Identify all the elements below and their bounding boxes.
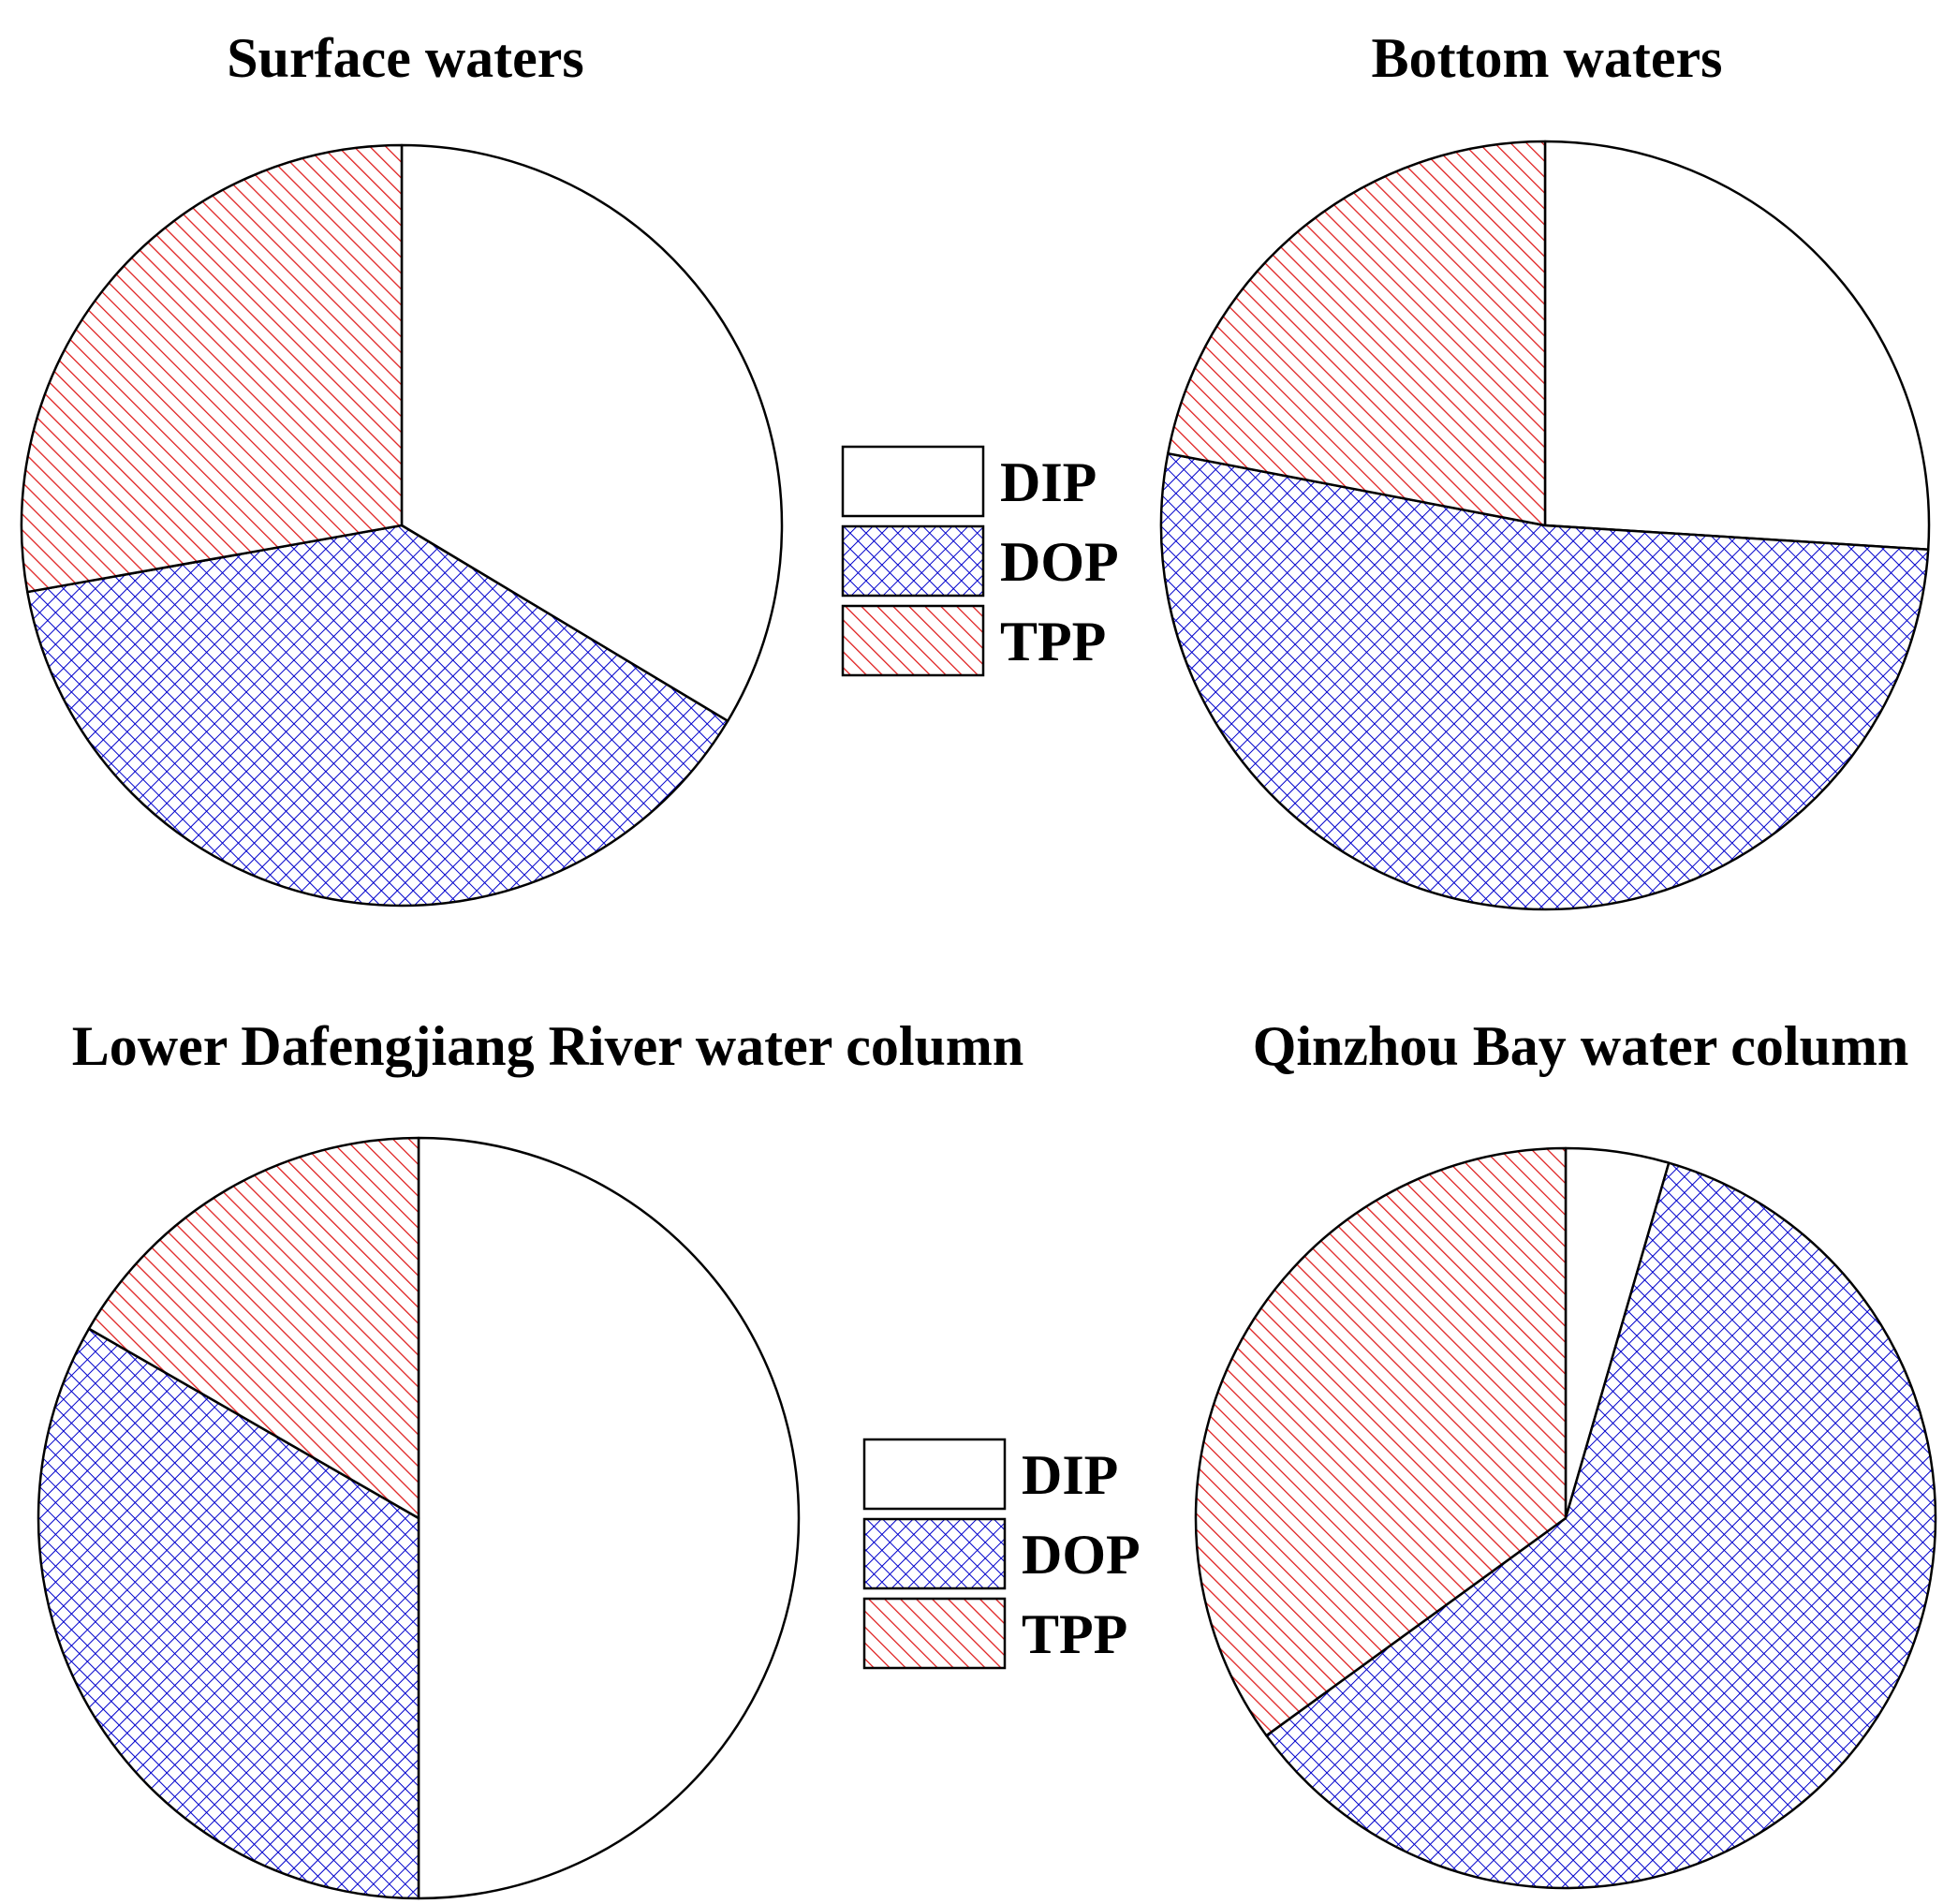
pie-slice-dop (1265, 1161, 1937, 1890)
legend-swatch-tpp (841, 604, 985, 677)
pie-lower-dafengjiang (37, 1136, 801, 1900)
pie-slice-dip (417, 1136, 801, 1900)
legend-label-dop: DOP (1000, 531, 1119, 593)
legend-swatch-tpp (862, 1597, 1007, 1670)
legend-label-dip: DIP (1022, 1444, 1118, 1506)
pie-title-qinzhou-bay: Qinzhou Bay water column (1253, 1015, 1909, 1077)
pie-title-lower-dafengjiang: Lower Dafengjiang River water column (72, 1015, 1024, 1077)
pie-bottom-waters (1159, 140, 1931, 911)
pie-slice-dop (37, 1327, 420, 1900)
pie-title-surface-waters: Surface waters (227, 27, 584, 89)
legend-swatch-dop (841, 524, 985, 598)
legend-swatch-dip (862, 1438, 1007, 1511)
pie-slice-tpp (1167, 140, 1547, 527)
pie-surface-waters (20, 143, 784, 908)
pie-slice-dip (1543, 140, 1931, 551)
pie-slice-dop (26, 524, 729, 908)
legend-label-dop: DOP (1022, 1524, 1141, 1586)
legend-bottom: DIP DOP TPP (862, 1438, 1141, 1670)
legend-top: DIP DOP TPP (841, 445, 1119, 677)
legend-swatch-dop (862, 1517, 1007, 1590)
legend-label-dip: DIP (1000, 451, 1097, 513)
pie-title-bottom-waters: Bottom waters (1372, 27, 1723, 89)
legend-label-tpp: TPP (1022, 1603, 1127, 1665)
pie-slice-tpp (87, 1136, 420, 1520)
legend-swatch-dip (841, 445, 985, 518)
legend-label-tpp: TPP (1000, 611, 1106, 672)
pie-slice-dop (1159, 451, 1930, 911)
pie-qinzhou-bay (1194, 1146, 1937, 1890)
pie-slice-tpp (1194, 1146, 1568, 1737)
pie-slice-tpp (20, 143, 404, 594)
pie-slice-dip (400, 143, 784, 723)
